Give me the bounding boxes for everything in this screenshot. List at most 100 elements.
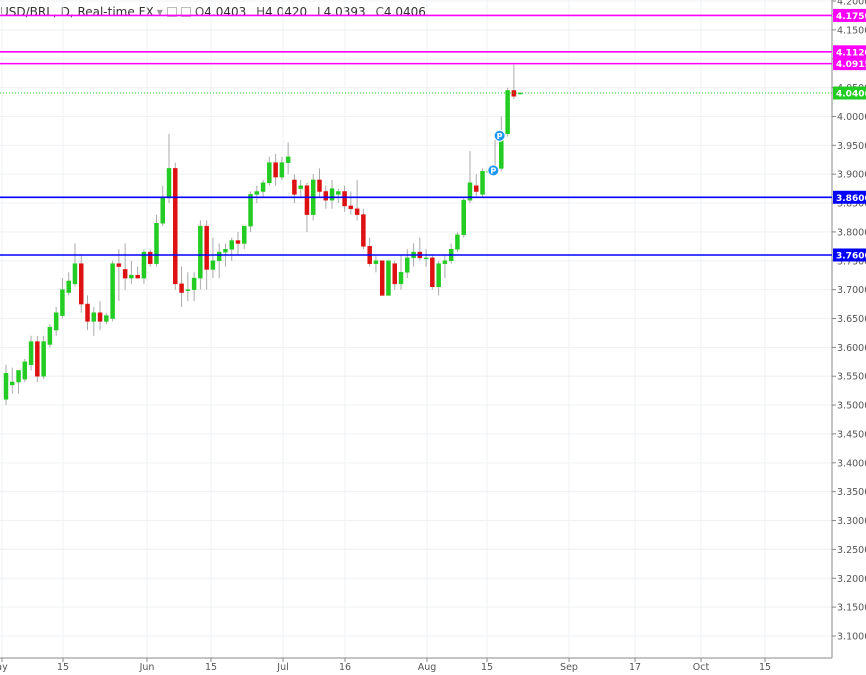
- candle-body[interactable]: [16, 370, 21, 383]
- x-tick-label: 15: [205, 662, 217, 673]
- y-tick-label: 3.7500: [837, 256, 866, 267]
- candle-body[interactable]: [22, 361, 28, 380]
- candle-body[interactable]: [166, 168, 172, 198]
- candle-body[interactable]: [154, 223, 159, 264]
- candle-body[interactable]: [467, 182, 473, 201]
- candle-body[interactable]: [210, 260, 216, 270]
- candle-body[interactable]: [185, 289, 191, 291]
- price-level-tag-bg: [833, 8, 866, 22]
- candle-body[interactable]: [260, 182, 266, 192]
- candle-body[interactable]: [60, 289, 65, 316]
- close-label: C: [375, 5, 384, 19]
- candle-body[interactable]: [47, 326, 53, 345]
- candle-body[interactable]: [242, 225, 247, 244]
- candle-body[interactable]: [430, 257, 435, 287]
- price-level-tag-bg: [833, 57, 866, 71]
- candle-body[interactable]: [97, 312, 103, 322]
- candle-body[interactable]: [279, 162, 285, 178]
- candle-body[interactable]: [386, 260, 391, 296]
- candle-body[interactable]: [129, 274, 134, 279]
- candle-body[interactable]: [317, 179, 322, 192]
- candle-body[interactable]: [442, 260, 448, 264]
- candle-body[interactable]: [53, 312, 59, 331]
- candle-body[interactable]: [135, 274, 140, 279]
- candle-body[interactable]: [285, 156, 291, 163]
- candle-body[interactable]: [329, 188, 335, 201]
- candle-body[interactable]: [405, 257, 410, 273]
- candle-body[interactable]: [354, 208, 360, 215]
- candle-body[interactable]: [455, 234, 460, 250]
- candle-body[interactable]: [273, 162, 278, 178]
- y-tick-label: 3.1000: [837, 632, 866, 643]
- y-tick-label: 4.1500: [837, 25, 866, 36]
- candle-body[interactable]: [35, 341, 40, 377]
- candle-body[interactable]: [348, 205, 354, 210]
- candle-body[interactable]: [254, 191, 260, 195]
- candle-body[interactable]: [235, 240, 241, 244]
- candle-body[interactable]: [398, 272, 404, 285]
- candle-body[interactable]: [72, 263, 78, 285]
- price-level-tag: 3.8600: [836, 194, 866, 204]
- candle-body[interactable]: [204, 225, 209, 270]
- candle-body[interactable]: [122, 269, 128, 279]
- candle-body[interactable]: [160, 197, 165, 224]
- chevron-down-icon[interactable]: ▼: [156, 7, 163, 17]
- candle-body[interactable]: [336, 191, 341, 195]
- candle-body[interactable]: [505, 90, 510, 135]
- candle-body[interactable]: [41, 341, 46, 377]
- candle-body[interactable]: [480, 171, 485, 195]
- open-label: O: [194, 5, 205, 19]
- candle-body[interactable]: [104, 315, 109, 322]
- candle-body[interactable]: [147, 251, 153, 264]
- visibility-icon[interactable]: [180, 7, 191, 17]
- candle-body[interactable]: [379, 260, 385, 296]
- candle-body[interactable]: [110, 263, 115, 319]
- price-level-tag: 3.7600: [836, 252, 866, 262]
- candle-body[interactable]: [392, 263, 397, 285]
- candle-body[interactable]: [198, 225, 203, 279]
- candle-body[interactable]: [292, 179, 297, 195]
- candle-body[interactable]: [179, 283, 184, 293]
- marker-badge[interactable]: [487, 164, 500, 177]
- y-tick-label: 4.2000: [837, 0, 866, 8]
- candle-body[interactable]: [216, 251, 222, 262]
- candle-body[interactable]: [28, 341, 34, 365]
- candle-body[interactable]: [304, 185, 310, 215]
- marker-badge[interactable]: [493, 129, 506, 142]
- candle-body[interactable]: [141, 251, 147, 279]
- x-tick-label: Sep: [560, 662, 578, 673]
- candle-body[interactable]: [191, 277, 197, 290]
- candle-body[interactable]: [267, 162, 272, 184]
- candle-body[interactable]: [461, 199, 466, 236]
- candle-body[interactable]: [323, 191, 329, 201]
- candle-body[interactable]: [116, 263, 122, 267]
- candle-body[interactable]: [223, 248, 228, 253]
- y-tick-label: 3.3500: [837, 487, 866, 498]
- x-tick-label: 15: [57, 662, 69, 673]
- candle-body[interactable]: [517, 92, 523, 95]
- candle-body[interactable]: [436, 263, 441, 287]
- candle-body[interactable]: [91, 312, 97, 322]
- candle-body[interactable]: [298, 185, 303, 189]
- candle-body[interactable]: [66, 280, 71, 293]
- candle-body[interactable]: [373, 260, 379, 264]
- candle-body[interactable]: [10, 381, 15, 386]
- candle-body[interactable]: [173, 168, 178, 285]
- candle-body[interactable]: [423, 257, 429, 260]
- candle-body[interactable]: [85, 303, 90, 322]
- candle-body[interactable]: [474, 185, 479, 192]
- candle-body[interactable]: [3, 373, 9, 400]
- candle-body[interactable]: [229, 240, 234, 250]
- candle-body[interactable]: [361, 214, 366, 247]
- candle-body[interactable]: [248, 194, 253, 227]
- y-tick-label: 3.2000: [837, 574, 866, 585]
- x-tick-label: 15: [481, 662, 493, 673]
- last-price-tag: 4.0406: [836, 90, 866, 100]
- settings-icon[interactable]: [166, 7, 177, 17]
- x-tick-label: Oct: [693, 662, 710, 673]
- candle-body[interactable]: [342, 191, 347, 207]
- y-tick-label: 3.8500: [837, 199, 866, 210]
- y-tick-label: 3.9500: [837, 141, 866, 152]
- candle-body[interactable]: [78, 263, 84, 305]
